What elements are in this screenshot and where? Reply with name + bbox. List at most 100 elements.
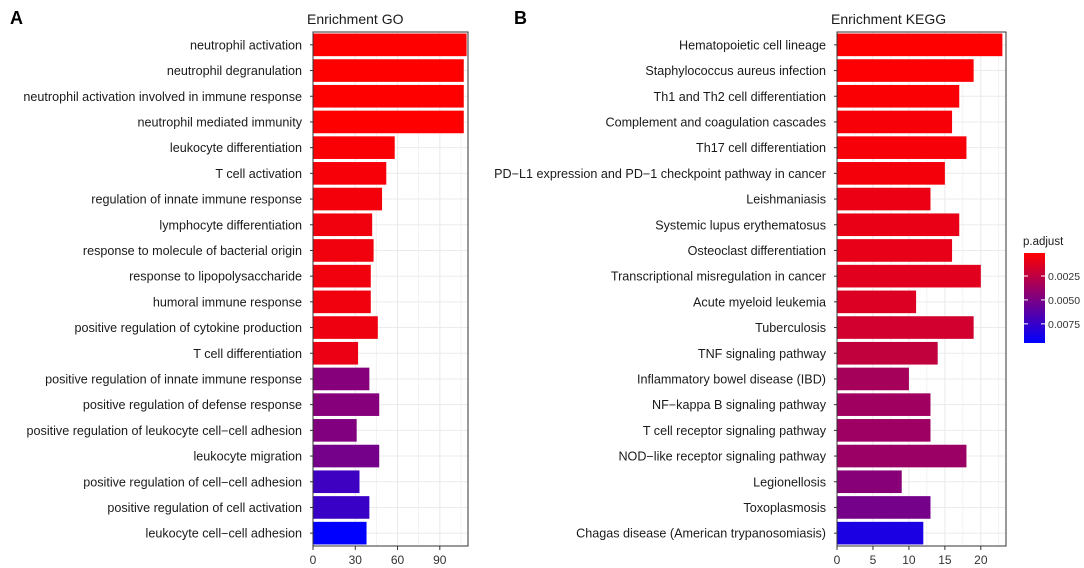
category-label: positive regulation of cell activation xyxy=(107,501,302,515)
x-tick-label: 5 xyxy=(870,553,877,567)
category-label: Acute myeloid leukemia xyxy=(693,295,826,309)
legend-colorbar xyxy=(1024,253,1045,343)
bar-go xyxy=(313,264,371,288)
category-label: Osteoclast differentiation xyxy=(688,244,826,258)
legend-tick-label: 0.0075 xyxy=(1048,319,1080,331)
bar-go xyxy=(313,496,370,519)
panel-border-kegg xyxy=(836,31,1007,547)
category-label: Staphylococcus aureus infection xyxy=(645,64,826,78)
bar-kegg xyxy=(837,444,967,468)
category-label: NOD−like receptor signaling pathway xyxy=(618,450,826,464)
bar-kegg xyxy=(837,496,931,519)
legend-tick-label: 0.0050 xyxy=(1048,295,1080,307)
bar-go xyxy=(313,110,464,134)
category-label: T cell activation xyxy=(215,167,302,181)
bar-kegg xyxy=(837,84,960,108)
category-label: leukocyte migration xyxy=(194,450,303,464)
panel-label-a: A xyxy=(10,8,23,28)
bar-kegg xyxy=(837,470,902,494)
category-label: Tuberculosis xyxy=(755,321,826,335)
plot-area-go xyxy=(313,32,468,546)
category-label: Chagas disease (American trypanosomiasis… xyxy=(576,527,826,541)
bar-kegg xyxy=(837,316,974,339)
bar-kegg xyxy=(837,33,1003,57)
category-label: humoral immune response xyxy=(153,295,302,309)
bar-kegg xyxy=(837,162,945,185)
bar-kegg xyxy=(837,187,931,211)
bar-kegg xyxy=(837,290,917,314)
category-label: positive regulation of innate immune res… xyxy=(45,372,302,386)
bar-kegg xyxy=(837,59,974,82)
bar-kegg xyxy=(837,213,960,237)
category-label: regulation of innate immune response xyxy=(91,193,302,207)
category-label: positive regulation of defense response xyxy=(83,398,302,412)
x-tick-label: 60 xyxy=(391,553,405,567)
bar-kegg xyxy=(837,419,931,442)
category-label: T cell receptor signaling pathway xyxy=(643,424,827,438)
category-label: response to molecule of bacterial origin xyxy=(83,244,302,258)
bar-kegg xyxy=(837,521,924,545)
bar-go xyxy=(313,470,360,494)
bar-kegg xyxy=(837,239,953,262)
legend-title: p.adjust xyxy=(1023,236,1064,248)
category-label: PD−L1 expression and PD−1 checkpoint pat… xyxy=(494,167,826,181)
category-label: TNF signaling pathway xyxy=(698,347,827,361)
bar-kegg xyxy=(837,341,938,365)
bar-go xyxy=(313,136,395,159)
bar-go xyxy=(313,367,370,391)
bar-go xyxy=(313,444,380,468)
category-label: positive regulation of leukocyte cell−ce… xyxy=(27,424,302,438)
bar-kegg xyxy=(837,136,967,159)
category-label: Systemic lupus erythematosus xyxy=(655,218,826,232)
bar-kegg xyxy=(837,110,953,134)
category-label: leukocyte cell−cell adhesion xyxy=(146,527,302,541)
category-label: T cell differentiation xyxy=(193,347,302,361)
category-label: neutrophil activation involved in immune… xyxy=(23,90,302,104)
category-label: NF−kappa B signaling pathway xyxy=(652,398,827,412)
x-tick-label: 10 xyxy=(902,553,916,567)
bar-kegg xyxy=(837,264,981,288)
bar-go xyxy=(313,290,371,314)
category-label: neutrophil mediated immunity xyxy=(138,115,303,129)
panel-label-b: B xyxy=(514,8,527,28)
bar-go xyxy=(313,341,359,365)
category-label: Transcriptional misregulation in cancer xyxy=(611,270,826,284)
bar-go xyxy=(313,84,464,108)
category-label: positive regulation of cytokine producti… xyxy=(74,321,302,335)
category-label: neutrophil degranulation xyxy=(167,64,302,78)
bar-go xyxy=(313,213,373,237)
category-label: positive regulation of cell−cell adhesio… xyxy=(83,475,302,489)
bar-go xyxy=(313,162,387,185)
chart-panel-go: neutrophil activation neutrophil degranul… xyxy=(23,11,469,567)
category-label: leukocyte differentiation xyxy=(170,141,302,155)
bar-go xyxy=(313,239,374,262)
bar-go xyxy=(313,187,383,211)
x-tick-label: 0 xyxy=(310,553,317,567)
bar-go xyxy=(313,521,367,545)
bar-go xyxy=(313,59,464,82)
x-tick-label: 30 xyxy=(349,553,363,567)
category-label: Legionellosis xyxy=(753,475,826,489)
category-label: Toxoplasmosis xyxy=(743,501,826,515)
bar-kegg xyxy=(837,393,931,416)
bar-go xyxy=(313,33,467,57)
x-tick-label: 15 xyxy=(938,553,952,567)
x-tick-label: 20 xyxy=(974,553,988,567)
bar-go xyxy=(313,393,380,416)
bar-kegg xyxy=(837,367,909,391)
category-label: Leishmaniasis xyxy=(746,193,826,207)
chart-title-kegg: Enrichment KEGG xyxy=(831,11,946,27)
x-tick-label: 0 xyxy=(834,553,841,567)
chart-panel-kegg: Hematopoietic cell lineage Staphylococcus… xyxy=(494,11,1007,567)
bar-go xyxy=(313,419,357,442)
category-label: response to lipopolysaccharide xyxy=(129,270,302,284)
category-label: Th1 and Th2 cell differentiation xyxy=(654,90,826,104)
category-label: lymphocyte differentiation xyxy=(159,218,302,232)
panel-border-go xyxy=(312,31,469,547)
color-legend: p.adjust 0.0025 0.0050 0.0075 xyxy=(1023,236,1080,343)
chart-title-go: Enrichment GO xyxy=(307,11,404,27)
legend-tick-label: 0.0025 xyxy=(1048,271,1080,283)
category-label: Inflammatory bowel disease (IBD) xyxy=(637,372,826,386)
